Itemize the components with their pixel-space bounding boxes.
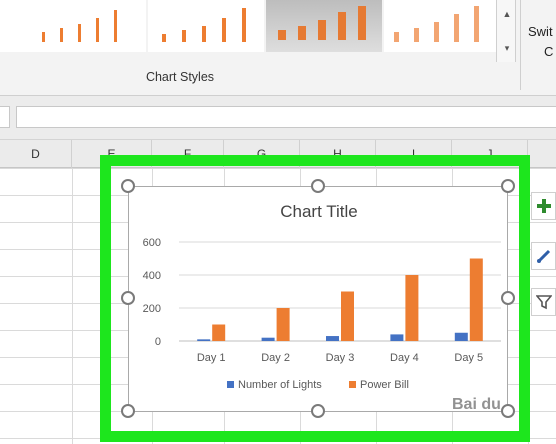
ribbon-group-label: Chart Styles [145,70,215,84]
name-box[interactable] [0,106,10,128]
y-tick-label: 400 [143,270,161,282]
legend-entry[interactable]: Power Bill [360,379,409,391]
y-tick-label: 0 [155,336,161,348]
chart-style-thumb[interactable] [384,0,500,52]
watermark: Bai du [452,396,501,413]
chart-style-preview [394,6,479,42]
column-header[interactable]: G [224,140,300,168]
chart-style-preview [42,10,117,42]
ribbon-divider [520,0,521,90]
bar-power-bill[interactable] [341,291,354,342]
legend-swatch [227,381,234,388]
resize-handle[interactable] [501,404,515,418]
chart-canvas: Chart Title 0 200 400 600 Day 1 Day 2 Day 3 Da… [143,202,501,391]
column-header[interactable]: D [0,140,72,168]
highlight-frame [100,155,530,442]
chart-filters-button[interactable] [531,288,556,316]
formula-bar [0,96,556,140]
resize-handle[interactable] [121,404,135,418]
more-styles-icon[interactable]: ▾ [504,42,510,53]
column-header[interactable]: J [452,140,528,168]
column-header[interactable]: E [72,140,152,168]
x-tick-label: Day 4 [390,352,419,364]
plus-icon [536,199,551,213]
chart-area[interactable]: Chart Title 0 200 400 600 Day 1 Day 2 Day 3 Da… [128,186,508,412]
resize-handle[interactable] [121,291,135,305]
bar-power-bill[interactable] [405,275,419,341]
grid-line [72,168,73,444]
y-tick-label: 200 [143,303,161,315]
y-tick-label: 600 [143,237,161,249]
resize-handle[interactable] [311,179,325,193]
bar-lights[interactable] [390,334,404,341]
column-header[interactable]: F [152,140,224,168]
bar-power-bill[interactable] [212,324,226,342]
x-tick-label: Day 5 [454,352,483,364]
bar-lights[interactable] [326,336,339,341]
chart-style-thumb[interactable] [30,0,146,52]
chart-styles-button[interactable] [531,242,556,270]
brush-icon [536,249,550,263]
switch-label: Swit [528,24,553,39]
gallery-scroll[interactable]: ▲ ▾ [496,0,516,62]
bar-lights[interactable] [261,337,275,341]
switch-label: C [544,44,554,59]
resize-handle[interactable] [121,179,135,193]
x-tick-label: Day 3 [326,352,355,364]
resize-handle[interactable] [311,404,325,418]
bar-power-bill[interactable] [276,308,290,341]
x-tick-label: Day 2 [261,352,290,364]
bar-lights[interactable] [197,339,211,341]
chart-style-thumb[interactable] [148,0,264,52]
chart-elements-button[interactable] [531,192,556,220]
chart-title[interactable]: Chart Title [280,202,357,221]
column-header[interactable]: I [376,140,452,168]
scroll-up-icon[interactable]: ▲ [502,9,512,19]
chart-style-thumb-selected[interactable] [266,0,382,52]
chart-styles-gallery: ▲ ▾ [0,0,516,62]
bar-power-bill[interactable] [469,258,483,342]
chart-style-preview [278,6,366,40]
switch-row-column-button[interactable]: Swit C [528,22,553,62]
column-header[interactable]: H [300,140,376,168]
bar-lights[interactable] [454,332,468,341]
formula-input[interactable] [16,106,556,128]
filter-icon [535,295,552,310]
chart-style-preview [162,8,246,42]
legend-entry[interactable]: Number of Lights [238,379,322,391]
ribbon: ▲ ▾ Chart Styles Swit C [0,0,556,96]
x-tick-label: Day 1 [197,352,226,364]
resize-handle[interactable] [501,179,515,193]
legend-swatch [349,381,356,388]
resize-handle[interactable] [501,291,515,305]
